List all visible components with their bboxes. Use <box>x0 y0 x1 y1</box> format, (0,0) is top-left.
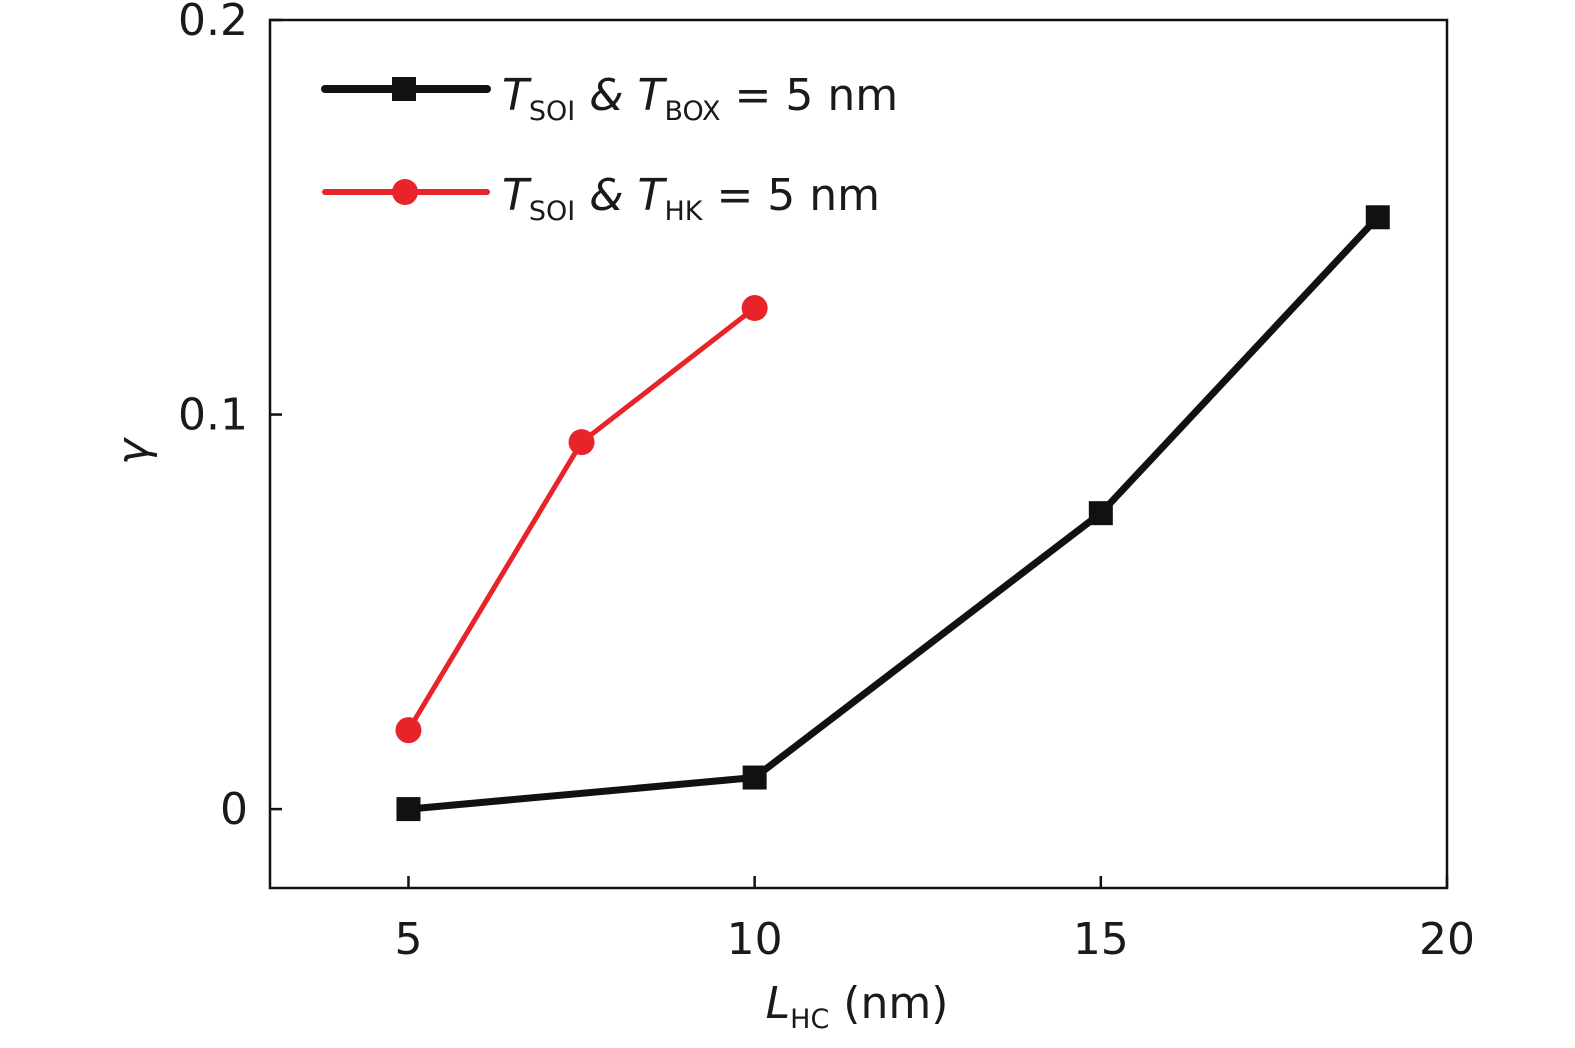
legend-label-series-1: TSOI & TBOX = 5 nm <box>502 70 898 127</box>
data-point-square <box>742 765 767 790</box>
y-tick-label: 0.1 <box>178 390 248 441</box>
series-layer <box>395 205 1390 822</box>
y-tick-label: 0 <box>220 784 248 835</box>
legend-marker-series-1 <box>392 77 416 101</box>
legend-marker-series-2 <box>392 179 418 205</box>
x-tick-label: 5 <box>394 914 422 965</box>
plot-frame <box>268 18 1449 890</box>
series-line-2 <box>405 305 758 733</box>
data-point-circle <box>395 717 422 744</box>
data-point-square <box>1088 501 1113 526</box>
data-point-square <box>396 797 421 822</box>
data-point-circle <box>741 295 768 322</box>
y-axis-title: γ <box>108 437 159 465</box>
legend: TSOI & TBOX = 5 nm TSOI & THK = 5 nm <box>321 70 898 227</box>
x-axis-title: LHC (nm) <box>766 978 949 1035</box>
x-tick-label: 20 <box>1419 914 1475 965</box>
x-axis-ticks: 5 10 15 20 <box>394 876 1475 965</box>
x-tick-label: 15 <box>1073 914 1129 965</box>
legend-entry-series-2: TSOI & THK = 5 nm <box>322 170 880 227</box>
legend-label-series-2: TSOI & THK = 5 nm <box>502 170 880 227</box>
x-tick-label: 10 <box>727 914 783 965</box>
data-point-circle <box>568 429 595 456</box>
series-line-1 <box>404 213 1382 813</box>
legend-entry-series-1: TSOI & TBOX = 5 nm <box>321 70 898 127</box>
y-axis-ticks: 0 0.1 0.2 <box>178 0 282 835</box>
data-point-square <box>1365 205 1390 230</box>
y-tick-label: 0.2 <box>178 0 248 46</box>
